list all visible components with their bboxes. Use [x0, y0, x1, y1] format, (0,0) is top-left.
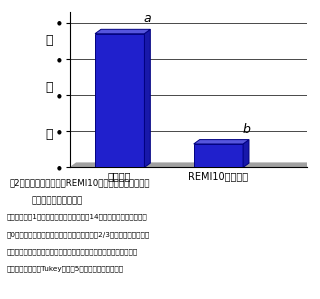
Polygon shape — [95, 29, 150, 34]
Bar — [194, 144, 243, 167]
Text: 図2　病原性欠損変異株REMI10前接種によるキャベツ: 図2 病原性欠損変異株REMI10前接種によるキャベツ — [10, 178, 150, 187]
Bar — [95, 34, 144, 167]
Text: 病: 病 — [45, 81, 52, 94]
Text: b: b — [242, 123, 250, 136]
Text: した数値間には　Tukey検定（5％）で有意差がある。: した数値間には Tukey検定（5％）で有意差がある。 — [6, 266, 124, 272]
Text: 病、４：枯死）に調査して各区の平均を算出した。異なる文字を付: 病、４：枯死）に調査して各区の平均を算出した。異なる文字を付 — [6, 248, 138, 255]
Polygon shape — [194, 140, 249, 144]
Text: 萎黄病の発病抑制効果: 萎黄病の発病抑制効果 — [32, 196, 83, 205]
Text: 発: 発 — [45, 34, 52, 47]
Polygon shape — [144, 29, 150, 167]
Text: 度: 度 — [45, 128, 52, 141]
Text: a: a — [144, 12, 151, 25]
Text: 接種条件は図1と同じ。　発病度は、接種14日後の個体を発病程度別: 接種条件は図1と同じ。 発病度は、接種14日後の個体を発病程度別 — [6, 214, 147, 220]
Polygon shape — [243, 140, 249, 167]
Text: （0：無発病、１：軽度な黄化、２：全身の　2/3が発病、３：全身発: （0：無発病、１：軽度な黄化、２：全身の 2/3が発病、３：全身発 — [6, 231, 150, 238]
Polygon shape — [70, 163, 313, 167]
